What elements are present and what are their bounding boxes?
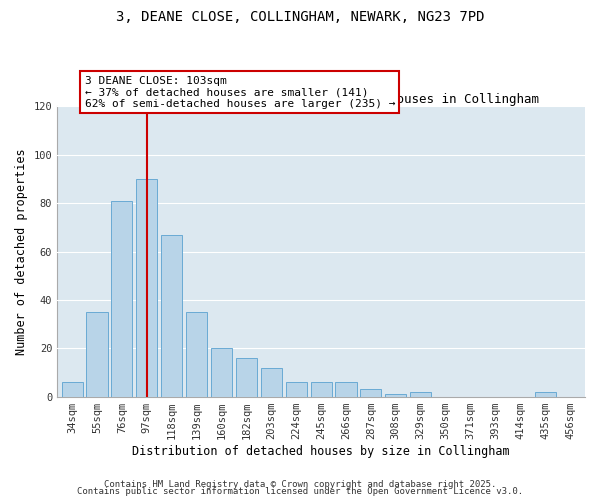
Bar xyxy=(112,201,133,396)
Bar xyxy=(62,382,83,396)
Bar xyxy=(211,348,232,397)
Text: Contains HM Land Registry data © Crown copyright and database right 2025.: Contains HM Land Registry data © Crown c… xyxy=(104,480,496,489)
Bar xyxy=(86,312,107,396)
Bar xyxy=(410,392,431,396)
Bar xyxy=(186,312,207,396)
Bar xyxy=(236,358,257,397)
Bar xyxy=(311,382,332,396)
Bar xyxy=(385,394,406,396)
Bar xyxy=(335,382,356,396)
Bar xyxy=(161,234,182,396)
Bar xyxy=(535,392,556,396)
Bar xyxy=(136,179,157,396)
Text: 3, DEANE CLOSE, COLLINGHAM, NEWARK, NG23 7PD: 3, DEANE CLOSE, COLLINGHAM, NEWARK, NG23… xyxy=(116,10,484,24)
Bar xyxy=(360,390,382,396)
Title: Size of property relative to detached houses in Collingham: Size of property relative to detached ho… xyxy=(104,94,539,106)
Bar xyxy=(261,368,282,396)
Text: Contains public sector information licensed under the Open Government Licence v3: Contains public sector information licen… xyxy=(77,488,523,496)
Text: 3 DEANE CLOSE: 103sqm
← 37% of detached houses are smaller (141)
62% of semi-det: 3 DEANE CLOSE: 103sqm ← 37% of detached … xyxy=(85,76,395,109)
X-axis label: Distribution of detached houses by size in Collingham: Distribution of detached houses by size … xyxy=(132,444,510,458)
Y-axis label: Number of detached properties: Number of detached properties xyxy=(15,148,28,355)
Bar xyxy=(286,382,307,396)
